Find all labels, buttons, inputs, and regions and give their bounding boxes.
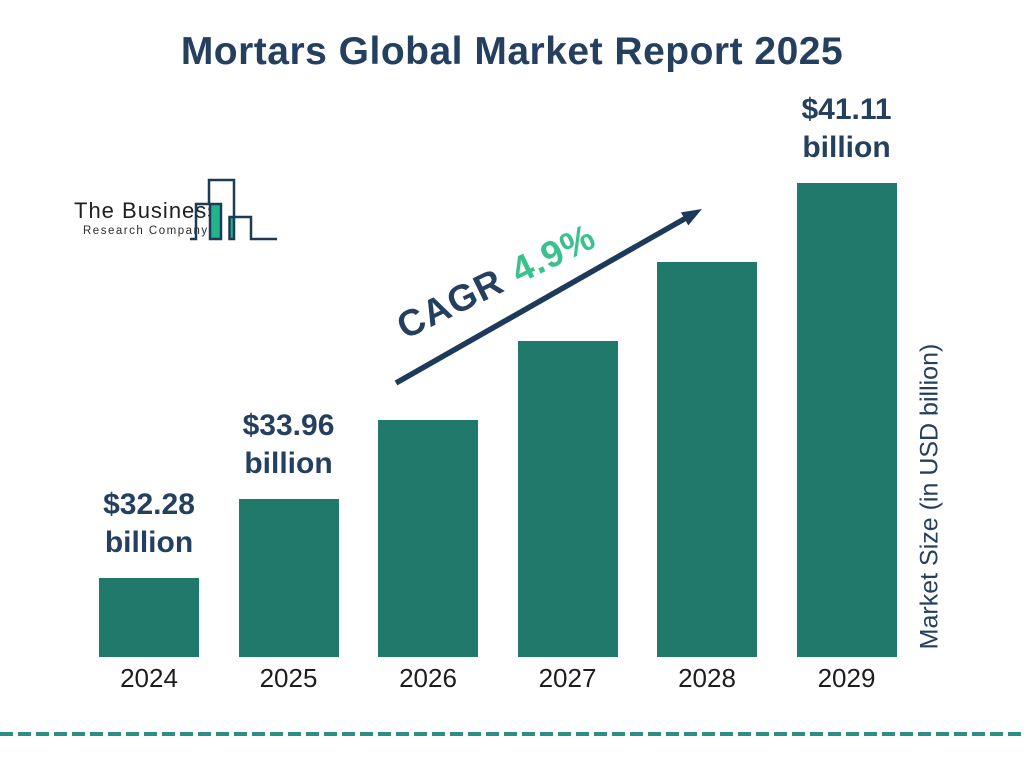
bar-2028 (657, 262, 757, 657)
cagr-label: CAGR (390, 260, 510, 347)
bottom-dashed-divider (0, 732, 1024, 736)
x-tick-2024: 2024 (120, 663, 178, 693)
logo-company-subtitle: Research Company (83, 225, 209, 237)
bar-2024 (99, 578, 199, 657)
logo-bars-icon (190, 178, 277, 241)
x-tick-2028: 2028 (678, 663, 736, 693)
bar-2027 (517, 341, 618, 657)
x-tick-2027: 2027 (538, 663, 597, 693)
value-label-2024: $32.28 billion (103, 488, 195, 559)
company-logo: The Business Research Company (74, 198, 219, 237)
value-label-2029: $41.11 billion (801, 93, 892, 164)
bar-2029 (796, 183, 897, 657)
cagr-annotation: CAGR4.9% (390, 215, 602, 347)
x-tick-2025: 2025 (259, 663, 318, 693)
bar-2025 (238, 499, 339, 657)
value-label-2025: $33.96 billion (242, 409, 335, 480)
x-tick-2026: 2026 (399, 663, 457, 693)
y-axis-label: Market Size (in USD billion) (915, 343, 944, 650)
x-tick-2029: 2029 (817, 663, 876, 693)
cagr-value: 4.9% (504, 215, 602, 292)
page-title: Mortars Global Market Report 2025 (180, 30, 844, 73)
logo-company-name: The Business (74, 198, 220, 223)
bar-2026 (378, 420, 478, 657)
